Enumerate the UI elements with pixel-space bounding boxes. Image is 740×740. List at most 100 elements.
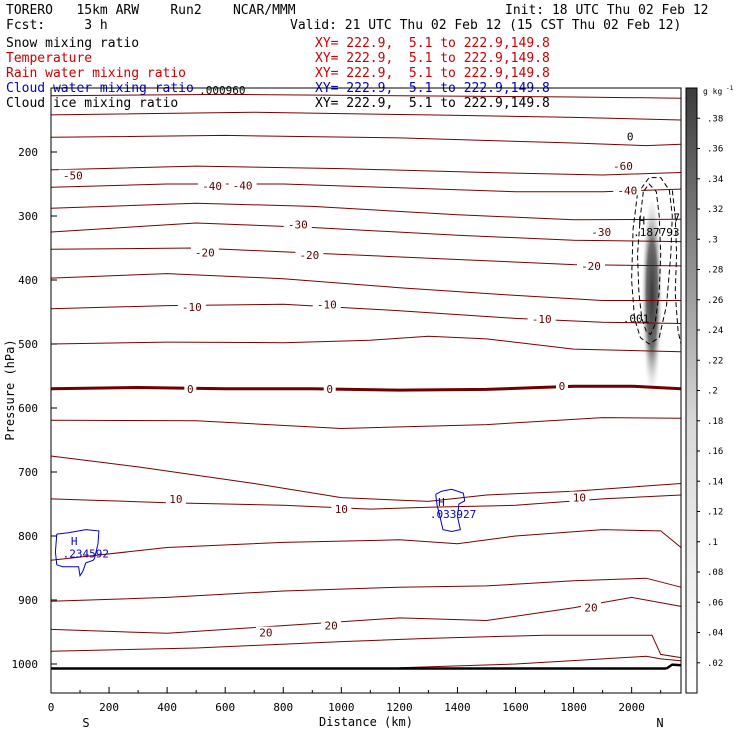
annotation-5: .187793 <box>633 226 679 239</box>
temp-label-21: 20 <box>584 602 597 615</box>
south-label: S <box>82 716 89 730</box>
temp-label-bg-17 <box>331 503 352 515</box>
temp-label-bg-7 <box>190 246 219 258</box>
legend-temp-xy: XY= 222.9, 5.1 to 222.9,149.8 <box>315 51 550 66</box>
colorbar-unit: g kg <box>703 87 722 96</box>
temp-label-bg-10 <box>177 300 206 312</box>
annotation-2: H <box>438 496 445 509</box>
legend-snow-xy: XY= 222.9, 5.1 to 222.9,149.8 <box>315 36 550 51</box>
y-tick-label-0: 200 <box>18 146 38 159</box>
temp-label-4: -40 <box>617 184 637 197</box>
annotation-0: H <box>71 535 78 548</box>
temp-label-6: -30 <box>591 226 611 239</box>
x-tick-label-0: 0 <box>48 701 55 714</box>
temp-label-19: 20 <box>259 627 272 640</box>
annotation-1: .234592 <box>63 547 109 560</box>
colorbar-label-18: .38 <box>707 114 723 124</box>
init-time: Init: 18 UTC Thu 02 Feb 12 <box>505 3 709 18</box>
temp-label-bg-11 <box>312 298 341 310</box>
isotherm-19 <box>399 655 682 669</box>
temp-label-bg-5 <box>283 218 312 230</box>
colorbar-label-3: .08 <box>707 568 723 578</box>
temp-label-10: -10 <box>182 301 202 314</box>
isotherm-4 <box>50 183 682 193</box>
temp-label-bg-14 <box>323 382 336 394</box>
isotherm-17 <box>50 596 682 634</box>
y-tick-label-6: 800 <box>18 530 38 543</box>
isotherm-12 <box>50 417 682 430</box>
temp-label-bg-13 <box>184 382 197 394</box>
isotherm-10 <box>50 335 682 353</box>
temp-label-bg-21 <box>581 601 601 613</box>
x-tick-label-8: 1600 <box>502 701 529 714</box>
temp-label-16: 10 <box>169 493 182 506</box>
colorbar-label-0: .02 <box>707 659 723 669</box>
annotation-9: 7 <box>673 211 680 224</box>
y-tick-label-1: 300 <box>18 210 38 223</box>
colorbar-label-9: .2 <box>707 387 718 397</box>
x-tick-label-3: 600 <box>215 701 235 714</box>
temp-label-9: -20 <box>581 260 601 273</box>
y-tick-label-8: 1000 <box>12 658 39 671</box>
colorbar-label-17: .36 <box>707 145 723 155</box>
temp-label-2: -40 <box>202 180 222 193</box>
temp-label-17: 10 <box>335 503 348 516</box>
x-tick-label-1: 200 <box>99 701 119 714</box>
temp-label-bg-12 <box>527 313 556 325</box>
colorbar-label-16: .34 <box>707 175 723 185</box>
temp-label-11: -10 <box>317 298 337 311</box>
x-tick-label-7: 1400 <box>444 701 471 714</box>
temp-label-13: 0 <box>187 383 194 396</box>
snow-shading <box>640 200 663 411</box>
y-tick-label-3: 500 <box>18 338 38 351</box>
colorbar-label-4: .1 <box>707 538 718 548</box>
colorbar-gradient <box>685 87 698 694</box>
annotation-7: .000960 <box>199 84 245 97</box>
colorbar-unit-exponent: -1 <box>726 85 734 92</box>
colorbar-label-1: .04 <box>707 629 723 639</box>
temp-label-8: -20 <box>299 249 319 262</box>
isotherm-6 <box>50 222 682 243</box>
isotherm-3 <box>50 165 682 176</box>
cloud-contours <box>54 177 682 578</box>
cloud-water-contour-mid <box>435 488 466 533</box>
y-tick-label-4: 600 <box>18 402 38 415</box>
colorbar-label-6: .14 <box>707 477 723 487</box>
temp-label-bg-0 <box>608 160 637 172</box>
temp-label-bg-2 <box>198 179 227 191</box>
temp-label-bg-18 <box>569 491 590 503</box>
annotation-6: .001 <box>623 312 650 325</box>
legend-snow-name: Snow mixing ratio <box>6 36 140 51</box>
temp-label-18: 10 <box>573 492 586 505</box>
isotherm-0 <box>50 93 682 99</box>
isotherm-9 <box>50 303 682 324</box>
cloud-ice-contour-edge <box>671 190 682 345</box>
isotherm-18 <box>50 634 682 659</box>
temp-label-bg-9 <box>577 259 605 271</box>
isotherm-8 <box>50 273 681 301</box>
colorbar-label-11: .24 <box>707 326 723 336</box>
colorbar-label-12: .26 <box>707 296 723 306</box>
x-axis-label: Distance (km) <box>319 715 413 729</box>
temp-label-bg-20 <box>321 619 342 631</box>
colorbar-label-15: .32 <box>707 205 723 215</box>
temp-label-bg-16 <box>165 492 186 504</box>
legend-temp-name: Temperature <box>6 51 93 66</box>
temp-label-14: 0 <box>326 383 333 396</box>
annotation-3: .033927 <box>430 508 476 521</box>
axes: 0 200 400 600 800 1000 1200 1400 1600 1800 2000200… <box>12 146 662 714</box>
isotherm-1 <box>50 111 682 121</box>
model-title: TORERO 15km ARW Run2 NCAR/MMM <box>6 3 296 18</box>
y-tick-label-5: 700 <box>18 466 38 479</box>
legend-rain-xy: XY= 222.9, 5.1 to 222.9,149.8 <box>315 66 550 81</box>
annotation-4: H <box>638 214 645 227</box>
surface-line-end <box>665 663 682 670</box>
annotation-8: 0 <box>627 131 634 144</box>
snow-core <box>640 200 663 411</box>
freezing-level <box>50 384 682 392</box>
colorbar: .02 .04 .06 .08 .1 .12 .14 .16 .18 .2 .22 .24 .26 .28… <box>685 85 734 694</box>
y-axis-label: Pressure (hPa) <box>3 339 17 440</box>
temp-label-bg-15 <box>555 380 568 392</box>
isotherm-5 <box>50 202 682 221</box>
